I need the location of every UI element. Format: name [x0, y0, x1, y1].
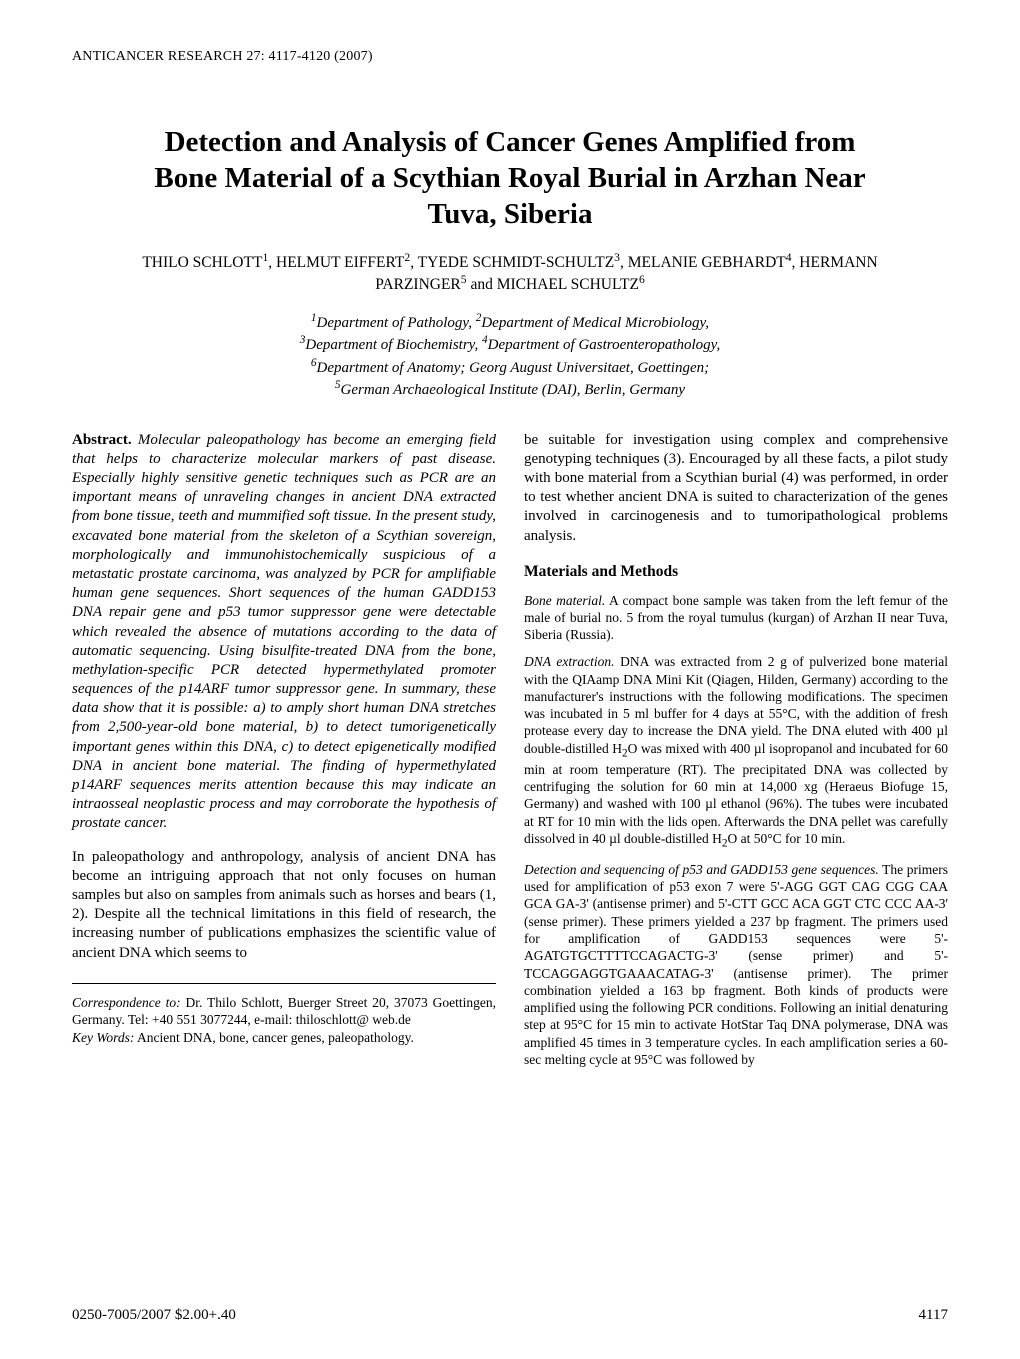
keywords-label: Key Words:	[72, 1030, 134, 1045]
keywords-body: Ancient DNA, bone, cancer genes, paleopa…	[134, 1030, 414, 1045]
correspondence-label: Correspondence to:	[72, 995, 181, 1010]
right-col-lead: be suitable for investigation using comp…	[524, 431, 948, 546]
author-list: THILO SCHLOTT1, HELMUT EIFFERT2, TYEDE S…	[100, 251, 920, 295]
paper-title: Detection and Analysis of Cancer Genes A…	[140, 124, 880, 233]
affiliations: 1Department of Pathology, 2Department of…	[150, 311, 870, 401]
page-footer: 0250-7005/2007 $2.00+.40 4117	[72, 1306, 948, 1325]
methods-dna-extraction: DNA extraction. DNA was extracted from 2…	[524, 653, 948, 851]
methods-bone-material: Bone material. A compact bone sample was…	[524, 592, 948, 644]
intro-paragraph: In paleopathology and anthropology, anal…	[72, 848, 496, 963]
abstract: Abstract. Molecular paleopathology has b…	[72, 431, 496, 834]
methods-subhead-dna: DNA extraction.	[524, 654, 614, 669]
abstract-body: Molecular paleopathology has become an e…	[72, 432, 496, 832]
methods-heading: Materials and Methods	[524, 562, 948, 582]
abstract-label: Abstract.	[72, 432, 132, 448]
methods-body-detect: The primers used for amplification of p5…	[524, 862, 948, 1067]
methods-subhead-bone: Bone material.	[524, 593, 605, 608]
methods-detection-sequencing: Detection and sequencing of p53 and GADD…	[524, 861, 948, 1068]
footer-issn-price: 0250-7005/2007 $2.00+.40	[72, 1306, 236, 1325]
running-head: ANTICANCER RESEARCH 27: 4117-4120 (2007)	[72, 48, 948, 66]
correspondence: Correspondence to: Dr. Thilo Schlott, Bu…	[72, 994, 496, 1029]
page-number: 4117	[919, 1306, 948, 1325]
two-column-body: Abstract. Molecular paleopathology has b…	[72, 431, 948, 1068]
footnote-divider	[72, 983, 496, 984]
methods-subhead-detect: Detection and sequencing of p53 and GADD…	[524, 862, 879, 877]
keywords: Key Words: Ancient DNA, bone, cancer gen…	[72, 1029, 496, 1047]
methods-body-dna: DNA was extracted from 2 g of pulverized…	[524, 654, 948, 845]
